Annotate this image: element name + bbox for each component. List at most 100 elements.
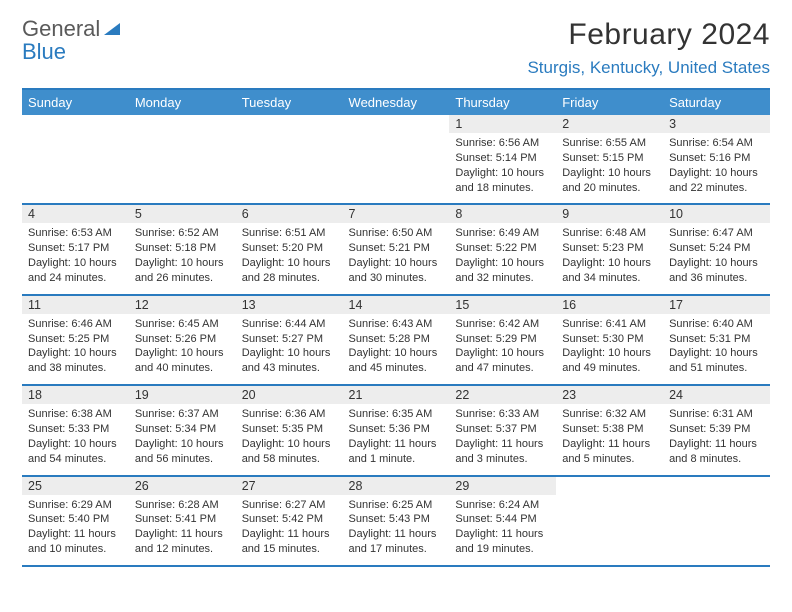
calendar-day-cell: 10Sunrise: 6:47 AMSunset: 5:24 PMDayligh… xyxy=(663,204,770,294)
logo-top: General xyxy=(22,16,100,41)
calendar-empty-cell xyxy=(22,115,129,204)
day-number: 14 xyxy=(343,296,450,314)
day-number: 11 xyxy=(22,296,129,314)
day-number: 15 xyxy=(449,296,556,314)
calendar-empty-cell xyxy=(236,115,343,204)
calendar-table: SundayMondayTuesdayWednesdayThursdayFrid… xyxy=(22,88,770,567)
calendar-day-cell: 2Sunrise: 6:55 AMSunset: 5:15 PMDaylight… xyxy=(556,115,663,204)
calendar-day-cell: 22Sunrise: 6:33 AMSunset: 5:37 PMDayligh… xyxy=(449,385,556,475)
day-body: Sunrise: 6:24 AMSunset: 5:44 PMDaylight:… xyxy=(449,495,556,565)
calendar-day-cell: 11Sunrise: 6:46 AMSunset: 5:25 PMDayligh… xyxy=(22,295,129,385)
day-body: Sunrise: 6:31 AMSunset: 5:39 PMDaylight:… xyxy=(663,404,770,474)
weekday-header: Thursday xyxy=(449,89,556,115)
calendar-day-cell: 7Sunrise: 6:50 AMSunset: 5:21 PMDaylight… xyxy=(343,204,450,294)
calendar-day-cell: 18Sunrise: 6:38 AMSunset: 5:33 PMDayligh… xyxy=(22,385,129,475)
day-body: Sunrise: 6:49 AMSunset: 5:22 PMDaylight:… xyxy=(449,223,556,293)
day-number: 8 xyxy=(449,205,556,223)
calendar-empty-cell xyxy=(343,115,450,204)
day-body: Sunrise: 6:32 AMSunset: 5:38 PMDaylight:… xyxy=(556,404,663,474)
calendar-day-cell: 12Sunrise: 6:45 AMSunset: 5:26 PMDayligh… xyxy=(129,295,236,385)
calendar-empty-cell xyxy=(129,115,236,204)
calendar-day-cell: 16Sunrise: 6:41 AMSunset: 5:30 PMDayligh… xyxy=(556,295,663,385)
day-body: Sunrise: 6:37 AMSunset: 5:34 PMDaylight:… xyxy=(129,404,236,474)
day-body: Sunrise: 6:43 AMSunset: 5:28 PMDaylight:… xyxy=(343,314,450,384)
day-number: 28 xyxy=(343,477,450,495)
calendar-day-cell: 21Sunrise: 6:35 AMSunset: 5:36 PMDayligh… xyxy=(343,385,450,475)
day-body: Sunrise: 6:33 AMSunset: 5:37 PMDaylight:… xyxy=(449,404,556,474)
calendar-day-cell: 28Sunrise: 6:25 AMSunset: 5:43 PMDayligh… xyxy=(343,476,450,566)
calendar-day-cell: 9Sunrise: 6:48 AMSunset: 5:23 PMDaylight… xyxy=(556,204,663,294)
day-body: Sunrise: 6:56 AMSunset: 5:14 PMDaylight:… xyxy=(449,133,556,203)
location: Sturgis, Kentucky, United States xyxy=(527,58,770,78)
day-body: Sunrise: 6:28 AMSunset: 5:41 PMDaylight:… xyxy=(129,495,236,565)
day-number: 23 xyxy=(556,386,663,404)
day-body: Sunrise: 6:51 AMSunset: 5:20 PMDaylight:… xyxy=(236,223,343,293)
calendar-day-cell: 3Sunrise: 6:54 AMSunset: 5:16 PMDaylight… xyxy=(663,115,770,204)
day-number: 2 xyxy=(556,115,663,133)
day-number: 22 xyxy=(449,386,556,404)
day-body: Sunrise: 6:54 AMSunset: 5:16 PMDaylight:… xyxy=(663,133,770,203)
day-body: Sunrise: 6:48 AMSunset: 5:23 PMDaylight:… xyxy=(556,223,663,293)
day-number: 19 xyxy=(129,386,236,404)
calendar-body: 1Sunrise: 6:56 AMSunset: 5:14 PMDaylight… xyxy=(22,115,770,566)
day-body: Sunrise: 6:42 AMSunset: 5:29 PMDaylight:… xyxy=(449,314,556,384)
day-body: Sunrise: 6:44 AMSunset: 5:27 PMDaylight:… xyxy=(236,314,343,384)
day-number: 12 xyxy=(129,296,236,314)
day-body: Sunrise: 6:52 AMSunset: 5:18 PMDaylight:… xyxy=(129,223,236,293)
day-number: 17 xyxy=(663,296,770,314)
calendar-day-cell: 26Sunrise: 6:28 AMSunset: 5:41 PMDayligh… xyxy=(129,476,236,566)
day-number: 10 xyxy=(663,205,770,223)
logo-text: General Blue xyxy=(22,18,122,63)
day-body: Sunrise: 6:38 AMSunset: 5:33 PMDaylight:… xyxy=(22,404,129,474)
day-number: 4 xyxy=(22,205,129,223)
calendar-head: SundayMondayTuesdayWednesdayThursdayFrid… xyxy=(22,89,770,115)
day-number: 13 xyxy=(236,296,343,314)
day-number: 24 xyxy=(663,386,770,404)
weekday-header: Wednesday xyxy=(343,89,450,115)
day-body: Sunrise: 6:40 AMSunset: 5:31 PMDaylight:… xyxy=(663,314,770,384)
logo: General Blue xyxy=(22,18,122,63)
weekday-header: Saturday xyxy=(663,89,770,115)
day-number: 7 xyxy=(343,205,450,223)
calendar-day-cell: 29Sunrise: 6:24 AMSunset: 5:44 PMDayligh… xyxy=(449,476,556,566)
weekday-header: Friday xyxy=(556,89,663,115)
calendar-day-cell: 27Sunrise: 6:27 AMSunset: 5:42 PMDayligh… xyxy=(236,476,343,566)
calendar-day-cell: 4Sunrise: 6:53 AMSunset: 5:17 PMDaylight… xyxy=(22,204,129,294)
calendar-day-cell: 8Sunrise: 6:49 AMSunset: 5:22 PMDaylight… xyxy=(449,204,556,294)
calendar-day-cell: 5Sunrise: 6:52 AMSunset: 5:18 PMDaylight… xyxy=(129,204,236,294)
day-body: Sunrise: 6:45 AMSunset: 5:26 PMDaylight:… xyxy=(129,314,236,384)
day-number: 1 xyxy=(449,115,556,133)
calendar-empty-cell xyxy=(663,476,770,566)
calendar-week-row: 18Sunrise: 6:38 AMSunset: 5:33 PMDayligh… xyxy=(22,385,770,475)
calendar-day-cell: 25Sunrise: 6:29 AMSunset: 5:40 PMDayligh… xyxy=(22,476,129,566)
day-number: 25 xyxy=(22,477,129,495)
day-body: Sunrise: 6:47 AMSunset: 5:24 PMDaylight:… xyxy=(663,223,770,293)
calendar-page: General Blue February 2024 Sturgis, Kent… xyxy=(0,0,792,577)
calendar-day-cell: 6Sunrise: 6:51 AMSunset: 5:20 PMDaylight… xyxy=(236,204,343,294)
month-title: February 2024 xyxy=(527,18,770,52)
calendar-day-cell: 23Sunrise: 6:32 AMSunset: 5:38 PMDayligh… xyxy=(556,385,663,475)
day-number: 16 xyxy=(556,296,663,314)
weekday-header: Sunday xyxy=(22,89,129,115)
day-number: 5 xyxy=(129,205,236,223)
calendar-day-cell: 14Sunrise: 6:43 AMSunset: 5:28 PMDayligh… xyxy=(343,295,450,385)
day-number: 6 xyxy=(236,205,343,223)
day-body: Sunrise: 6:29 AMSunset: 5:40 PMDaylight:… xyxy=(22,495,129,565)
day-number: 3 xyxy=(663,115,770,133)
calendar-week-row: 25Sunrise: 6:29 AMSunset: 5:40 PMDayligh… xyxy=(22,476,770,566)
calendar-week-row: 4Sunrise: 6:53 AMSunset: 5:17 PMDaylight… xyxy=(22,204,770,294)
calendar-day-cell: 19Sunrise: 6:37 AMSunset: 5:34 PMDayligh… xyxy=(129,385,236,475)
calendar-week-row: 1Sunrise: 6:56 AMSunset: 5:14 PMDaylight… xyxy=(22,115,770,204)
weekday-header: Monday xyxy=(129,89,236,115)
logo-bottom: Blue xyxy=(22,39,66,64)
day-body: Sunrise: 6:46 AMSunset: 5:25 PMDaylight:… xyxy=(22,314,129,384)
calendar-day-cell: 15Sunrise: 6:42 AMSunset: 5:29 PMDayligh… xyxy=(449,295,556,385)
day-body: Sunrise: 6:55 AMSunset: 5:15 PMDaylight:… xyxy=(556,133,663,203)
weekday-header: Tuesday xyxy=(236,89,343,115)
logo-sail-icon xyxy=(102,19,122,41)
day-number: 9 xyxy=(556,205,663,223)
day-number: 20 xyxy=(236,386,343,404)
calendar-day-cell: 20Sunrise: 6:36 AMSunset: 5:35 PMDayligh… xyxy=(236,385,343,475)
calendar-day-cell: 13Sunrise: 6:44 AMSunset: 5:27 PMDayligh… xyxy=(236,295,343,385)
day-body: Sunrise: 6:53 AMSunset: 5:17 PMDaylight:… xyxy=(22,223,129,293)
